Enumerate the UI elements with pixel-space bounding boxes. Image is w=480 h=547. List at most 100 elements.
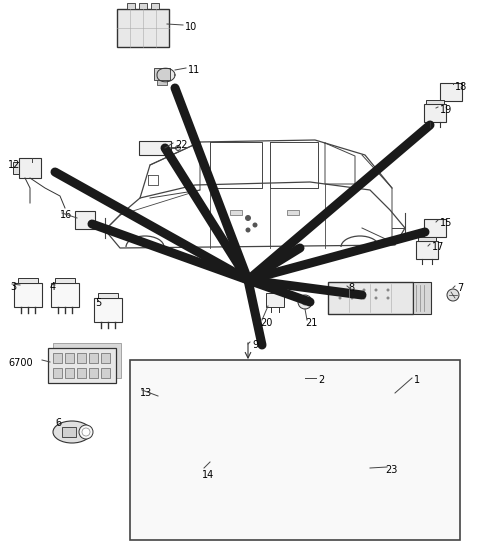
Circle shape xyxy=(182,414,189,421)
Bar xyxy=(127,3,135,9)
Circle shape xyxy=(245,228,251,232)
Bar xyxy=(157,80,167,85)
Circle shape xyxy=(386,296,389,300)
Bar xyxy=(139,3,147,9)
Bar xyxy=(19,158,41,178)
Bar xyxy=(117,9,169,47)
Bar xyxy=(13,162,19,174)
Text: 9: 9 xyxy=(252,340,258,350)
Bar xyxy=(101,368,110,377)
Text: 6700: 6700 xyxy=(8,358,33,368)
Text: 2: 2 xyxy=(318,375,324,385)
Bar xyxy=(266,293,284,307)
Bar xyxy=(101,352,110,363)
Circle shape xyxy=(362,288,365,292)
Bar xyxy=(230,210,242,215)
Circle shape xyxy=(231,414,238,421)
Bar xyxy=(139,141,171,155)
Circle shape xyxy=(231,479,238,486)
Bar xyxy=(418,237,436,241)
Bar xyxy=(53,352,62,363)
Bar xyxy=(360,428,430,438)
Bar xyxy=(367,470,373,478)
Bar xyxy=(424,219,446,237)
Bar xyxy=(205,421,226,440)
Circle shape xyxy=(374,288,377,292)
Text: 12: 12 xyxy=(8,160,20,170)
Bar xyxy=(352,467,387,489)
Circle shape xyxy=(350,288,353,292)
FancyBboxPatch shape xyxy=(94,298,122,322)
Circle shape xyxy=(82,428,90,436)
FancyBboxPatch shape xyxy=(14,283,42,307)
Circle shape xyxy=(338,296,341,300)
Text: 1: 1 xyxy=(414,375,420,385)
Bar xyxy=(98,293,118,298)
Ellipse shape xyxy=(53,421,91,443)
Circle shape xyxy=(362,296,365,300)
Bar xyxy=(48,347,116,382)
Circle shape xyxy=(302,299,308,305)
Bar xyxy=(77,368,86,377)
Text: 18: 18 xyxy=(455,82,467,92)
Bar xyxy=(277,379,333,421)
Circle shape xyxy=(176,146,180,150)
Bar xyxy=(416,241,438,259)
Bar xyxy=(426,100,444,104)
Bar xyxy=(18,278,38,283)
Polygon shape xyxy=(157,68,175,82)
Circle shape xyxy=(350,296,353,300)
Circle shape xyxy=(245,215,251,221)
Text: 6: 6 xyxy=(55,418,61,428)
Bar xyxy=(65,352,74,363)
Bar xyxy=(377,470,383,478)
Bar xyxy=(53,368,62,377)
Bar xyxy=(55,278,75,283)
Bar xyxy=(130,360,460,540)
Bar xyxy=(357,470,363,478)
Circle shape xyxy=(298,295,312,309)
Bar xyxy=(327,282,412,314)
Bar xyxy=(182,421,197,440)
Bar xyxy=(151,3,159,9)
Bar xyxy=(352,489,370,495)
Bar xyxy=(89,352,98,363)
Bar xyxy=(412,282,431,314)
Bar xyxy=(440,83,462,101)
Bar xyxy=(287,210,299,215)
Text: 20: 20 xyxy=(260,318,272,328)
Text: 10: 10 xyxy=(185,22,197,32)
Text: 19: 19 xyxy=(440,105,452,115)
Bar xyxy=(360,393,430,438)
Bar xyxy=(65,368,74,377)
Text: 11: 11 xyxy=(188,65,200,75)
Circle shape xyxy=(182,479,189,486)
Text: 3: 3 xyxy=(10,282,16,292)
Bar xyxy=(53,342,121,377)
Circle shape xyxy=(374,296,377,300)
Bar xyxy=(62,427,76,437)
Bar xyxy=(75,211,95,229)
Text: 8: 8 xyxy=(348,283,354,293)
Circle shape xyxy=(154,394,162,402)
Bar xyxy=(77,352,86,363)
Bar xyxy=(424,104,446,122)
Text: 15: 15 xyxy=(440,218,452,228)
Text: 7: 7 xyxy=(457,283,463,293)
Bar xyxy=(185,451,205,470)
Circle shape xyxy=(338,288,341,292)
Bar xyxy=(89,368,98,377)
Text: 16: 16 xyxy=(60,210,72,220)
FancyBboxPatch shape xyxy=(51,283,79,307)
Text: 17: 17 xyxy=(432,242,444,252)
Text: 23: 23 xyxy=(385,465,397,475)
Bar xyxy=(154,68,170,80)
Text: 5: 5 xyxy=(95,298,101,308)
Text: 4: 4 xyxy=(50,282,56,292)
Text: 14: 14 xyxy=(202,470,214,480)
Circle shape xyxy=(79,425,93,439)
Circle shape xyxy=(447,289,459,301)
Text: 21: 21 xyxy=(305,318,317,328)
Text: 22: 22 xyxy=(175,140,188,150)
Circle shape xyxy=(386,288,389,292)
